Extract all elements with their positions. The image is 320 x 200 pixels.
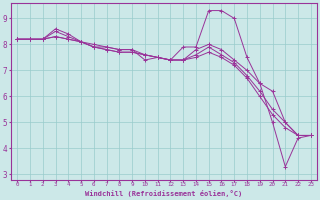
X-axis label: Windchill (Refroidissement éolien,°C): Windchill (Refroidissement éolien,°C) <box>85 190 243 197</box>
